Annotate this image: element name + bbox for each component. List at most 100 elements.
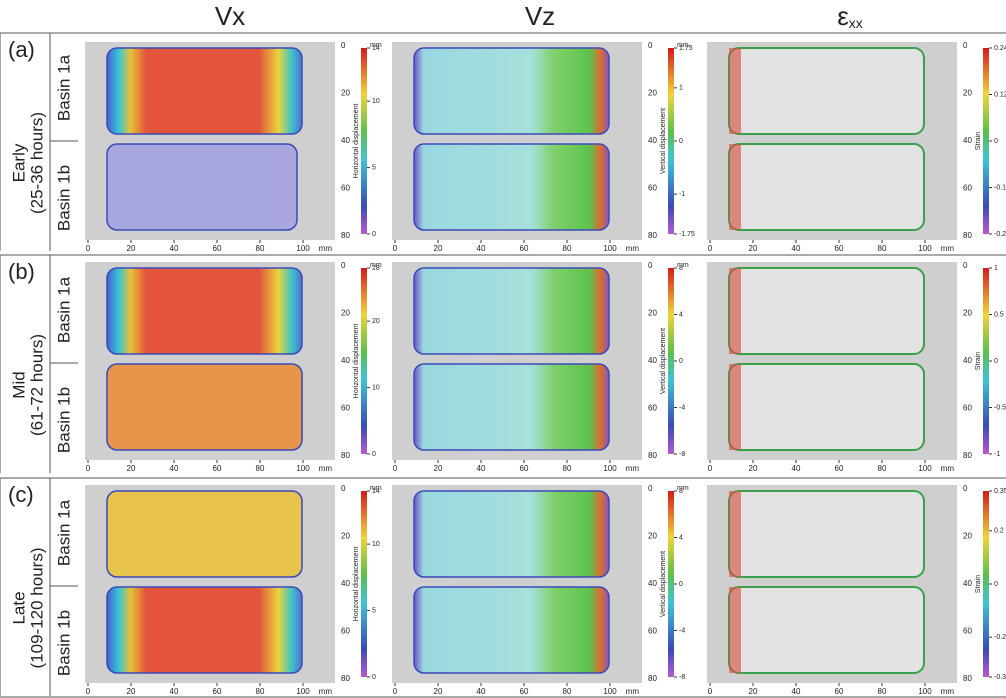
colorbar-tick-label: 0: [679, 358, 683, 365]
basin-image: [728, 490, 925, 578]
colorbar-unit: mm: [370, 485, 382, 492]
x-tick-label: 100: [918, 244, 932, 253]
x-tick-label: 40: [792, 687, 801, 696]
y-tick-label: 80: [648, 674, 657, 683]
colorbar: [983, 491, 989, 677]
x-unit: mm: [626, 244, 640, 253]
column-title-subscript: xx: [849, 15, 863, 31]
colorbar-tick-label: 0.2: [994, 528, 1004, 535]
colorbar-tick-label: 1: [994, 265, 998, 272]
y-tick-label: 60: [963, 184, 972, 193]
colorbar-tick-label: -0.35: [994, 674, 1006, 681]
x-tick-label: 40: [477, 464, 486, 473]
x-tick-label: 60: [835, 464, 844, 473]
x-unit: mm: [941, 687, 955, 696]
x-tick-label: 60: [835, 244, 844, 253]
y-tick-label: 60: [341, 627, 350, 636]
basin-image: [413, 586, 610, 674]
colorbar-unit: mm: [677, 262, 689, 269]
basin-label: Basin 1a: [54, 499, 73, 566]
colorbar-tick-label: 0.12: [994, 91, 1006, 98]
y-tick-label: 20: [963, 532, 972, 541]
hours-label: (25-36 hours): [27, 112, 46, 214]
colorbar-tick-label: -4: [679, 627, 685, 634]
y-tick-label: 80: [963, 451, 972, 460]
x-tick-label: 20: [127, 244, 136, 253]
colorbar-label: Vertical displacement: [660, 108, 667, 174]
colorbar-unit: mm: [677, 42, 689, 49]
colorbar-tick-label: -0.24: [994, 231, 1006, 238]
panel-label: (c): [8, 482, 34, 507]
x-tick-label: 60: [213, 464, 222, 473]
x-tick-label: 60: [835, 687, 844, 696]
x-unit: mm: [626, 687, 640, 696]
x-tick-label: 20: [434, 687, 443, 696]
strain-band: [729, 268, 741, 354]
strain-band: [729, 587, 741, 673]
x-tick-label: 60: [213, 687, 222, 696]
colorbar-tick-label: 28: [372, 265, 380, 272]
panel-label: (a): [8, 37, 35, 62]
colorbar-tick-label: -1: [679, 191, 685, 198]
x-unit: mm: [319, 244, 333, 253]
x-tick-label: 20: [127, 464, 136, 473]
y-tick-label: 60: [648, 184, 657, 193]
x-tick-label: 0: [393, 464, 398, 473]
y-tick-label: 40: [341, 136, 350, 145]
column-title: Vz: [525, 1, 555, 31]
x-tick-label: 100: [603, 244, 617, 253]
hours-label: (109-120 hours): [27, 548, 46, 669]
basin-image: [413, 490, 610, 578]
basin-label: Basin 1a: [54, 276, 73, 343]
x-tick-label: 0: [708, 464, 713, 473]
colorbar-tick-label: -0.12: [994, 184, 1006, 191]
basin-image: [728, 363, 925, 451]
x-tick-label: 60: [520, 464, 529, 473]
basin-image: [728, 586, 925, 674]
basin-image: [106, 143, 298, 231]
x-tick-label: 100: [296, 464, 310, 473]
colorbar-unit: mm: [370, 42, 382, 49]
basin-image: [728, 47, 925, 135]
x-tick-label: 60: [213, 244, 222, 253]
y-tick-label: 40: [963, 356, 972, 365]
y-tick-label: 0: [341, 484, 346, 493]
colorbar: [668, 48, 674, 234]
y-tick-label: 60: [963, 627, 972, 636]
colorbar-tick-label: 0: [994, 358, 998, 365]
colorbar-label: Strain: [975, 132, 982, 150]
column-title-symbol: ε: [837, 1, 849, 31]
basin-image: [106, 47, 303, 135]
x-tick-label: 40: [792, 244, 801, 253]
basin-image: [413, 363, 610, 451]
colorbar-tick-label: 1.75: [679, 45, 693, 52]
colorbar-tick-label: -0.2: [994, 634, 1006, 641]
y-tick-label: 60: [341, 184, 350, 193]
y-tick-label: 0: [648, 484, 653, 493]
x-tick-label: 100: [296, 687, 310, 696]
x-tick-label: 100: [296, 244, 310, 253]
colorbar-tick-label: 0.5: [994, 311, 1004, 318]
strain-band: [729, 491, 741, 577]
x-tick-label: 80: [878, 244, 887, 253]
y-tick-label: 60: [648, 404, 657, 413]
y-tick-label: 40: [963, 579, 972, 588]
colorbar: [361, 268, 367, 454]
x-tick-label: 40: [170, 244, 179, 253]
colorbar-label: Vertical displacement: [660, 328, 667, 394]
basin-image: [413, 267, 610, 355]
colorbar-label: Horizontal displacement: [353, 104, 360, 179]
x-tick-label: 100: [603, 687, 617, 696]
basin-image: [728, 267, 925, 355]
x-unit: mm: [319, 687, 333, 696]
colorbar-tick-label: -1: [994, 451, 1000, 458]
x-tick-label: 100: [918, 687, 932, 696]
y-tick-label: 20: [648, 89, 657, 98]
colorbar: [983, 268, 989, 454]
y-tick-label: 20: [963, 309, 972, 318]
colorbar-tick-label: 4: [679, 311, 683, 318]
x-tick-label: 60: [520, 244, 529, 253]
y-tick-label: 20: [648, 309, 657, 318]
colorbar-tick-label: 0: [994, 138, 998, 145]
